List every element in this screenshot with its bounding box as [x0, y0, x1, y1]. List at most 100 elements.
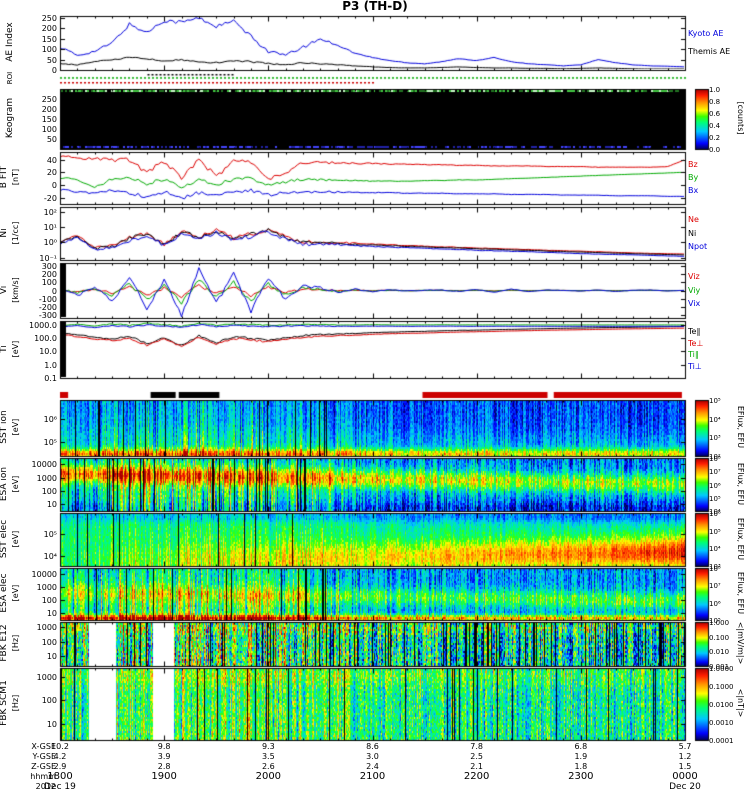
colorbar-unit-label-fbk_b: <|nT|>: [736, 688, 745, 718]
legend-entry: Viy: [688, 285, 701, 295]
y-tick-label: 1.0: [44, 361, 57, 370]
ephemeris-value: 10.2: [51, 742, 69, 751]
legend-entry: Ti∥: [688, 350, 699, 360]
legend-entry: Vix: [688, 299, 701, 309]
y-tick-label: 0: [51, 181, 57, 190]
y-tick-label: 0: [51, 287, 57, 296]
y-tick-label: 100: [41, 278, 57, 287]
colorbar-tick-label: 10³: [709, 434, 721, 443]
colorbar-tick-label: 0.001: [709, 663, 730, 671]
colorbar-tick-label: 10²: [709, 453, 721, 461]
y-tick-label: 10: [46, 720, 57, 729]
y-tick-label: 200: [41, 24, 57, 33]
y-tick-label: 150: [41, 35, 57, 44]
colorbar-tick-label: 10⁵: [709, 494, 721, 503]
y-tick-label: 100: [41, 487, 57, 496]
colorbar-tick-label: 10⁵: [709, 397, 721, 405]
y-tick-label: 10000: [31, 460, 57, 469]
y-tick-label: 50: [46, 135, 57, 144]
ephemeris-value: 3.9: [157, 752, 171, 761]
ephemeris-value: 1.5: [678, 762, 692, 771]
time-tick-label: 1800: [47, 771, 73, 782]
colorbar-tick-label: 1.0: [709, 86, 721, 94]
colorbar-unit-label-keogram: [counts]: [736, 101, 745, 135]
legend-entry: Ne: [688, 215, 699, 225]
colorbar-tick-label: 0.4: [709, 122, 721, 130]
legend-entry: Npot: [688, 241, 708, 251]
colorbar-tick-label: 10⁸: [709, 565, 721, 573]
time-tick-label: 2000: [255, 771, 282, 782]
y-tick-label: 100.0: [34, 334, 57, 343]
y-tick-label: 10000: [31, 570, 57, 579]
ephemeris-value: 1.2: [678, 752, 692, 761]
y-tick-label: 50: [46, 56, 57, 65]
y-tick-label: -100: [38, 295, 57, 304]
y-tick-label: -200: [38, 303, 57, 312]
y-tick-label: 40: [46, 156, 57, 165]
colorbar-tick-label: 0.1000: [709, 683, 734, 691]
ephemeris-value: 1.8: [574, 762, 588, 771]
ephemeris-value: 2.6: [261, 762, 275, 771]
plot-title: P3 (TH-D): [342, 0, 408, 13]
ephemeris-value: 1.9: [574, 752, 588, 761]
colorbar-tick-label: 10⁴: [709, 508, 721, 516]
ephemeris-value: 4.2: [53, 752, 67, 761]
y-tick-label: 200: [41, 105, 57, 114]
ephemeris-value: 9.3: [261, 742, 275, 751]
colorbar-tick-label: 10⁶: [709, 481, 721, 490]
colorbar-tick-label: 10⁸: [709, 455, 721, 463]
colorbar-tick-label: 0.0001: [709, 737, 734, 745]
y-tick-label: 100: [41, 125, 57, 134]
colorbar-tick-label: 10⁵: [709, 617, 721, 625]
ephemeris-value: 6.8: [574, 742, 588, 751]
legend-entry: By: [688, 173, 699, 182]
legend-entry: Ti⊥: [688, 361, 702, 371]
ephemeris-value: 2.4: [366, 762, 379, 771]
y-tick-label: 1000: [36, 623, 57, 632]
colorbar-tick-label: 0.0: [709, 146, 721, 154]
colorbar-tick-label: 10⁷: [709, 582, 721, 591]
colorbar-tick-label: 0.2: [709, 134, 721, 142]
legend-entry: Viz: [688, 271, 700, 281]
ephemeris-value: 2.1: [470, 762, 484, 771]
legend-entry: Te∥: [688, 327, 701, 337]
ephemeris-value: 2.9: [53, 762, 67, 771]
y-tick-label: 10⁰: [43, 238, 57, 247]
y-tick-label: 10⁴: [43, 552, 57, 561]
colorbar-tick-label: 1.000: [709, 619, 730, 627]
y-tick-label: 100: [41, 45, 57, 54]
ephemeris-row-label: X-GSE: [31, 742, 56, 751]
ephemeris-value: 2.5: [470, 752, 484, 761]
legend-entry: Bz: [688, 160, 698, 169]
legend-entry: Kyoto AE: [688, 29, 724, 38]
y-tick-label: 10⁵: [43, 530, 57, 539]
ephemeris-value: 8.6: [366, 742, 379, 751]
colorbar-tick-label: 0.100: [709, 633, 730, 642]
y-tick-label: 0: [51, 66, 57, 75]
ephemeris-value: 7.8: [470, 742, 484, 751]
colorbar-tick-label: 0.0010: [709, 719, 734, 727]
y-tick-label: 10⁻¹: [39, 254, 57, 263]
y-tick-label: 250: [41, 14, 57, 23]
y-tick-label: 10²: [43, 208, 57, 217]
y-tick-label: 10: [46, 652, 57, 661]
time-tick-label: 0000: [672, 771, 698, 782]
colorbar-tick-label: 0.6: [709, 110, 721, 118]
colorbar-tick-label: 0.8: [709, 98, 721, 106]
colorbar-tick-label: 10³: [709, 563, 721, 571]
y-tick-label: 10.0: [39, 347, 57, 356]
colorbar-tick-label: 10⁷: [709, 468, 721, 477]
y-tick-label: 1000: [36, 583, 57, 592]
legend-entry: Themis AE: [688, 47, 731, 56]
ephemeris-value: 9.8: [157, 742, 171, 751]
y-tick-label: 1000.0: [29, 321, 57, 330]
y-tick-label: 0.1: [44, 374, 57, 383]
colorbar-tick-label: 10⁵: [709, 527, 721, 536]
y-tick-label: 10: [46, 609, 57, 618]
ephemeris-value: 3.0: [366, 752, 379, 761]
date-label: Dec 19: [44, 782, 76, 792]
time-tick-label: 1900: [151, 771, 177, 782]
colorbar-tick-label: 1.0000: [709, 665, 734, 673]
